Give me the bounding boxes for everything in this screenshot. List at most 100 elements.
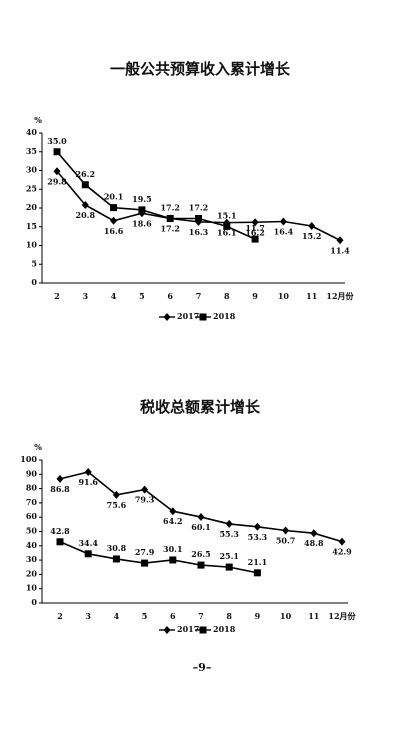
- y-tick-label: 35: [26, 146, 37, 156]
- marker: [195, 215, 202, 222]
- y-tick-label: 0: [31, 597, 37, 607]
- y-tick-label: 5: [31, 258, 37, 268]
- y-axis-label: %: [34, 442, 42, 452]
- x-tick-label: 7: [198, 611, 204, 621]
- y-tick-label: 30: [26, 554, 38, 564]
- data-label: 53.3: [248, 532, 268, 542]
- x-tick-label: 3: [85, 611, 91, 621]
- marker: [338, 537, 346, 546]
- marker: [110, 204, 118, 212]
- marker: [225, 519, 233, 528]
- marker: [253, 522, 261, 531]
- x-tick-label: 12月份: [328, 611, 356, 621]
- x-tick-label: 6: [170, 611, 176, 621]
- chart-title: 一般公共预算收入累计增长: [110, 60, 291, 78]
- marker: [169, 556, 177, 564]
- data-label: 50.7: [276, 535, 295, 545]
- data-label: 42.8: [50, 526, 70, 536]
- data-label: 26.2: [76, 169, 95, 179]
- marker: [81, 181, 89, 189]
- marker: [112, 490, 120, 499]
- data-label: 30.8: [107, 543, 127, 553]
- series-line: [56, 151, 256, 240]
- data-label: 60.1: [191, 522, 210, 532]
- y-tick-label: 10: [26, 583, 38, 593]
- marker: [308, 222, 316, 230]
- y-tick-label: 20: [26, 568, 38, 578]
- x-tick-label: 12月份: [326, 291, 354, 301]
- data-label: 35.0: [47, 136, 67, 146]
- data-label: 48.8: [304, 538, 324, 548]
- data-label: 16.6: [104, 226, 124, 236]
- data-label: 86.8: [50, 484, 70, 494]
- marker: [112, 555, 120, 563]
- x-tick-label: 7: [196, 291, 202, 301]
- y-tick-label: 90: [26, 468, 38, 478]
- y-tick-label: 100: [20, 454, 37, 464]
- data-label: 15.1: [217, 210, 236, 220]
- data-label: 11.4: [330, 245, 350, 255]
- marker: [138, 206, 146, 214]
- data-label: 75.6: [107, 500, 127, 510]
- marker: [163, 313, 171, 321]
- marker: [53, 148, 61, 156]
- data-label: 17.2: [160, 203, 179, 213]
- page-number: –9–: [193, 661, 212, 674]
- y-tick-label: 40: [26, 540, 38, 550]
- data-label: 11.7: [245, 223, 264, 233]
- marker: [197, 561, 205, 569]
- y-tick-label: 0: [31, 277, 37, 287]
- data-label: 16.3: [189, 227, 209, 237]
- marker: [84, 550, 92, 558]
- x-tick-label: 5: [142, 611, 148, 621]
- legend-label: 2018: [213, 624, 236, 634]
- legend-label: 2017: [177, 624, 199, 634]
- data-label: 30.1: [163, 544, 182, 554]
- data-label: 15.2: [302, 231, 321, 241]
- marker: [251, 235, 259, 243]
- data-label: 64.2: [163, 516, 182, 526]
- x-tick-label: 11: [308, 611, 319, 621]
- data-label: 17.2: [160, 224, 179, 234]
- marker: [282, 526, 290, 535]
- y-tick-label: 40: [26, 127, 38, 137]
- marker: [81, 201, 89, 209]
- x-tick-label: 3: [83, 291, 89, 301]
- data-label: 91.6: [78, 477, 98, 487]
- marker: [225, 563, 233, 571]
- y-tick-label: 50: [26, 526, 38, 536]
- x-tick-label: 8: [224, 291, 230, 301]
- marker: [53, 167, 61, 176]
- marker: [336, 236, 344, 245]
- marker: [197, 513, 205, 522]
- marker: [279, 217, 287, 226]
- x-tick-label: 11: [306, 291, 317, 301]
- y-tick-label: 25: [26, 183, 37, 193]
- data-label: 16.4: [274, 227, 294, 237]
- marker: [166, 215, 174, 222]
- data-label: 20.1: [104, 192, 123, 202]
- marker: [56, 474, 64, 483]
- marker: [199, 626, 207, 634]
- x-tick-label: 4: [114, 611, 120, 621]
- y-tick-label: 30: [26, 165, 38, 175]
- marker: [310, 529, 318, 538]
- y-tick-label: 70: [26, 497, 38, 507]
- marker: [169, 507, 177, 516]
- x-tick-label: 10: [280, 611, 292, 621]
- marker: [56, 538, 64, 546]
- x-tick-label: 2: [54, 291, 60, 301]
- marker: [84, 468, 92, 477]
- x-tick-label: 9: [252, 291, 258, 301]
- data-label: 55.3: [219, 529, 239, 539]
- data-label: 29.8: [47, 176, 67, 186]
- y-axis-label: %: [34, 115, 42, 125]
- marker: [141, 485, 149, 494]
- data-label: 16.2: [245, 227, 264, 237]
- chart-title: 税收总额累计增长: [140, 398, 261, 416]
- y-tick-label: 60: [26, 511, 38, 521]
- marker: [163, 626, 171, 634]
- data-label: 18.6: [132, 218, 152, 228]
- series-line: [59, 541, 258, 574]
